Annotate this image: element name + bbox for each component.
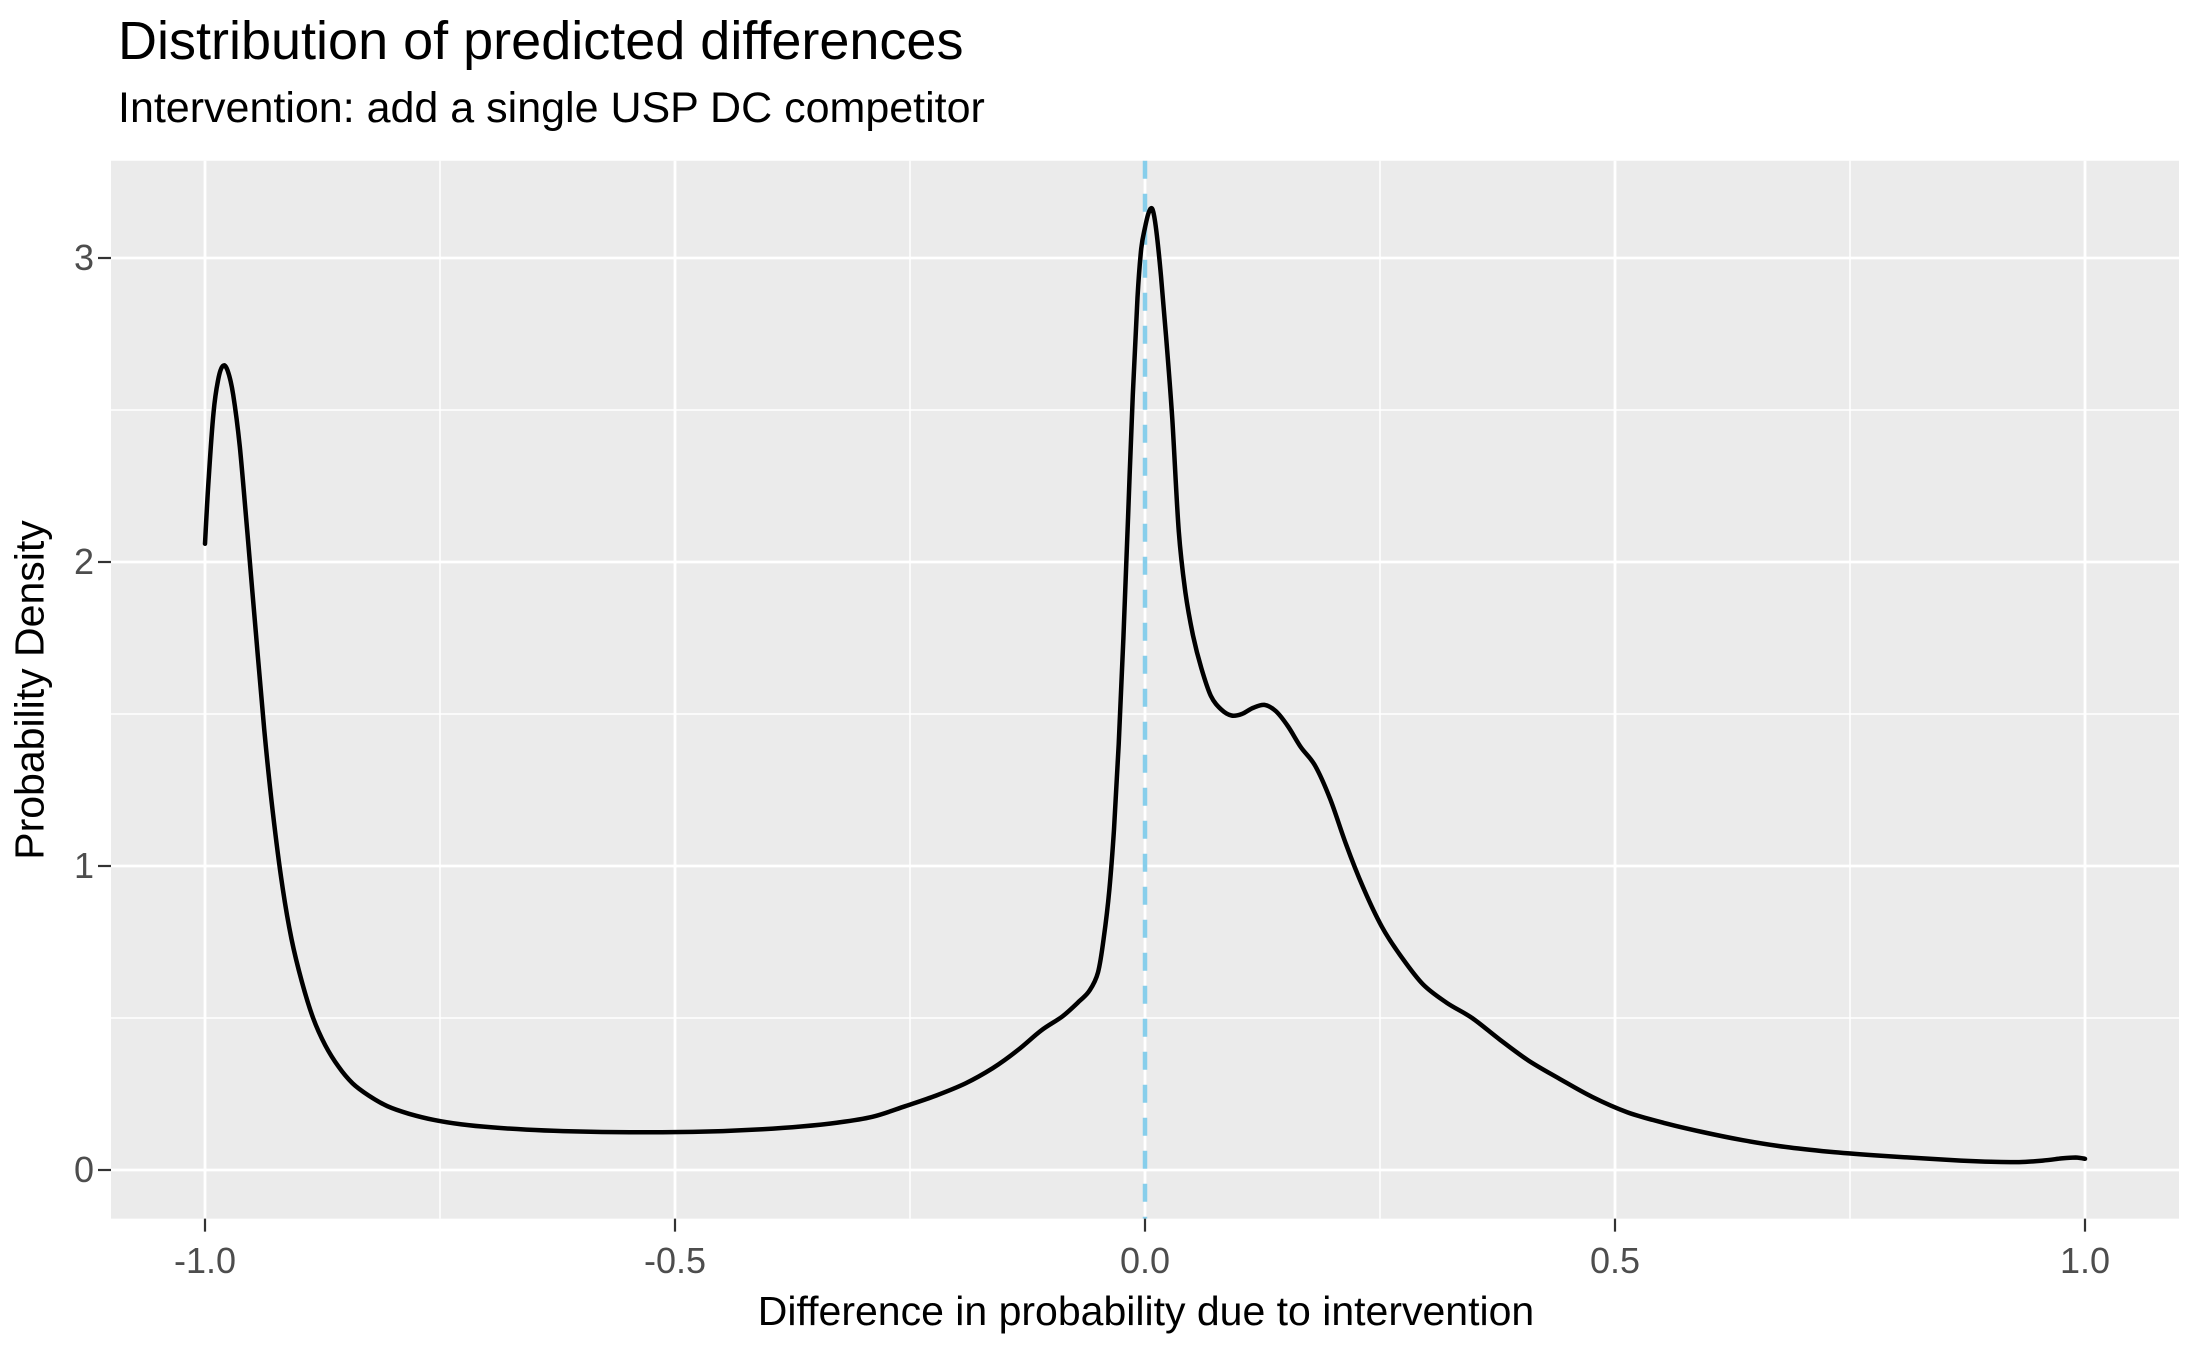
y-tick-label: 2 <box>73 541 94 582</box>
chart-title: Distribution of predicted differences <box>118 11 964 71</box>
x-tick-label: -1.0 <box>173 1240 237 1281</box>
y-tick-label: 1 <box>73 845 94 886</box>
x-tick-label: -0.5 <box>643 1240 707 1281</box>
y-tick-label: 3 <box>73 237 94 278</box>
y-tick-label: 0 <box>73 1149 94 1190</box>
density-curve <box>202 205 2088 1165</box>
x-tick-label: 1.0 <box>2059 1240 2111 1281</box>
x-tick-label: 0.5 <box>1589 1240 1641 1281</box>
chart-subtitle: Intervention: add a single USP DC compet… <box>118 84 985 132</box>
x-axis-title: Difference in probability due to interve… <box>757 1288 1535 1334</box>
x-tick-label: 0.0 <box>1119 1240 1171 1281</box>
